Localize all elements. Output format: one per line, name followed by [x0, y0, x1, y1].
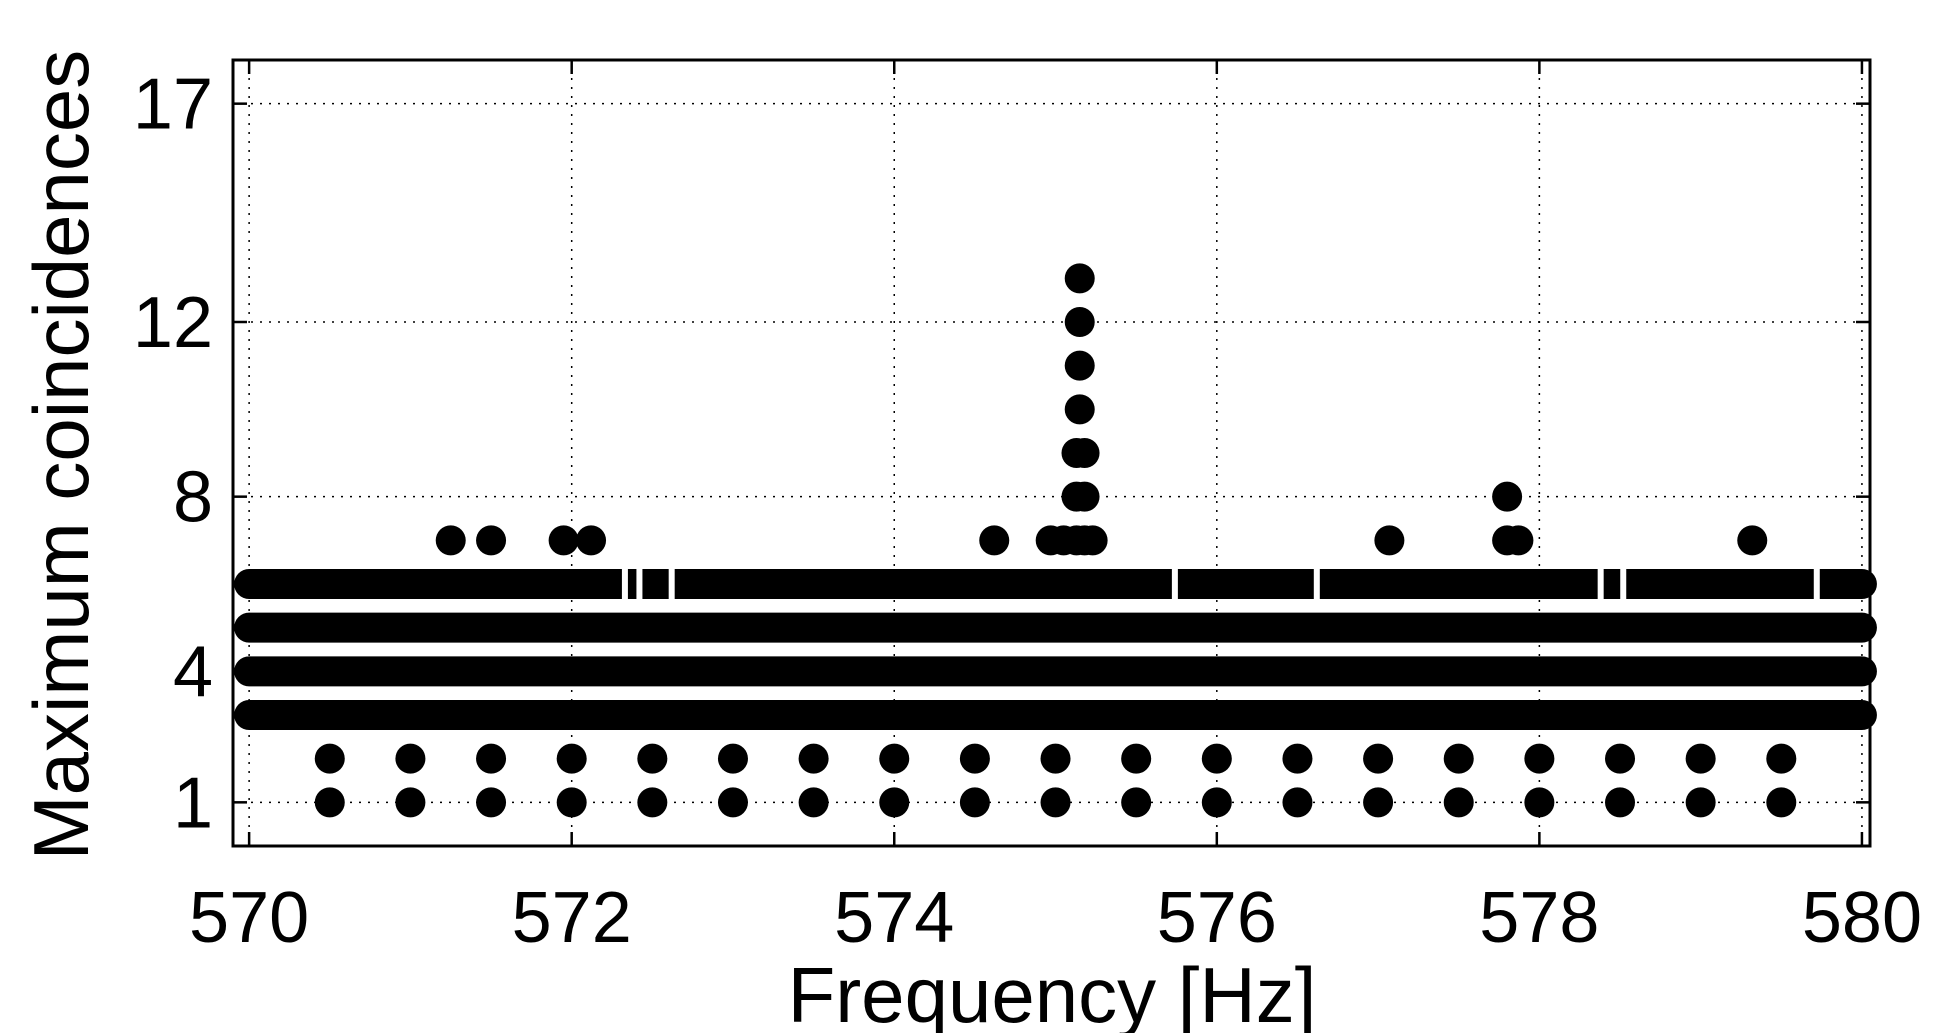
data-bands: [234, 568, 1877, 730]
band-gap: [636, 568, 643, 600]
band-gap: [1620, 568, 1627, 600]
y-tick-labels: 1 4 8 12 17: [133, 65, 213, 844]
band-gap: [1171, 568, 1178, 600]
data-point: [1064, 307, 1095, 337]
data-point: [1363, 743, 1394, 774]
data-points: [314, 263, 1797, 818]
data-point: [1363, 787, 1394, 818]
data-point: [1069, 481, 1100, 512]
data-point: [879, 743, 910, 774]
data-point: [476, 525, 507, 556]
data-point: [1282, 743, 1313, 774]
data-point: [1443, 787, 1474, 818]
data-point: [314, 787, 345, 818]
data-point: [395, 787, 426, 818]
data-point: [1524, 743, 1555, 774]
data-point: [576, 525, 607, 556]
band-gap: [621, 568, 628, 600]
axis-ticks: [233, 60, 1870, 846]
data-point: [1605, 743, 1636, 774]
x-tick-label: 570: [189, 878, 309, 958]
data-point: [1282, 787, 1313, 818]
data-point: [1766, 787, 1797, 818]
data-point: [798, 743, 829, 774]
data-point: [476, 787, 507, 818]
data-point: [476, 743, 507, 774]
data-point: [1503, 525, 1534, 556]
data-point: [1524, 787, 1555, 818]
band-gap: [1597, 568, 1604, 600]
data-point: [1064, 263, 1095, 294]
y-tick-label: 8: [173, 458, 213, 538]
x-tick-label: 578: [1479, 878, 1599, 958]
data-point: [556, 743, 587, 774]
data-point: [1492, 481, 1523, 512]
data-point: [1201, 743, 1232, 774]
data-point: [1040, 787, 1071, 818]
y-tick-label: 12: [133, 283, 213, 363]
data-point: [1201, 787, 1232, 818]
data-point: [1064, 394, 1095, 425]
data-point: [1064, 350, 1095, 381]
x-tick-label: 572: [512, 878, 632, 958]
data-point: [637, 787, 668, 818]
data-point: [1121, 743, 1152, 774]
data-point: [556, 787, 587, 818]
data-point: [435, 525, 466, 556]
data-point: [959, 743, 990, 774]
x-tick-label: 580: [1802, 878, 1922, 958]
data-point: [1443, 743, 1474, 774]
data-point: [548, 525, 579, 556]
data-point: [395, 743, 426, 774]
data-point: [1069, 438, 1100, 468]
data-point: [1685, 743, 1716, 774]
x-axis-label: Frequency [Hz]: [788, 951, 1317, 1033]
band-gap: [1813, 568, 1820, 600]
data-point: [959, 787, 990, 818]
y-tick-label: 4: [173, 632, 213, 712]
data-point: [1766, 743, 1797, 774]
data-point: [1737, 525, 1768, 556]
data-point: [1374, 525, 1405, 556]
x-tick-labels: 570 572 574 576 578 580: [189, 878, 1922, 958]
data-point: [717, 743, 748, 774]
data-point: [979, 525, 1010, 556]
y-axis-label: Maximum coincidences: [17, 50, 105, 861]
y-tick-label: 17: [133, 65, 213, 145]
x-tick-label: 574: [834, 878, 954, 958]
data-point: [1121, 787, 1152, 818]
data-point: [1040, 743, 1071, 774]
data-point: [1605, 787, 1636, 818]
data-point: [314, 743, 345, 774]
data-point: [798, 787, 829, 818]
band-gap: [668, 568, 675, 600]
data-point: [717, 787, 748, 818]
data-point: [637, 743, 668, 774]
plot-frame: [231, 58, 1872, 848]
data-point: [1685, 787, 1716, 818]
data-point: [879, 787, 910, 818]
x-tick-label: 576: [1157, 878, 1277, 958]
y-tick-label: 1: [173, 763, 213, 843]
band-gap: [1313, 568, 1320, 600]
data-point: [1077, 525, 1108, 556]
